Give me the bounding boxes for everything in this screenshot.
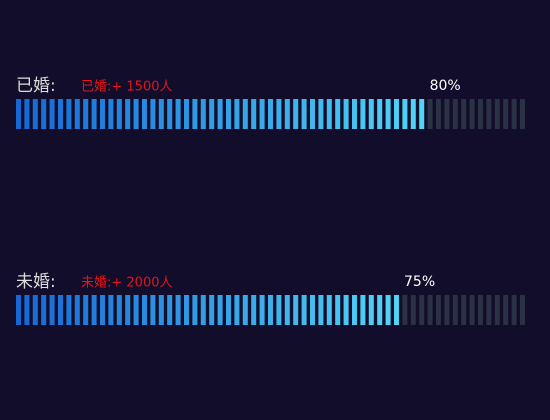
annotation: 已婚:+ 1500人 — [81, 80, 173, 95]
category-label: 已婚: — [16, 76, 56, 96]
category-label: 未婚: — [16, 272, 56, 292]
progress-bar — [16, 295, 400, 325]
value-label: 80% — [430, 78, 461, 94]
value-label: 75% — [404, 274, 435, 290]
annotation: 未婚:+ 2000人 — [81, 276, 173, 291]
progress-bar — [16, 99, 426, 129]
